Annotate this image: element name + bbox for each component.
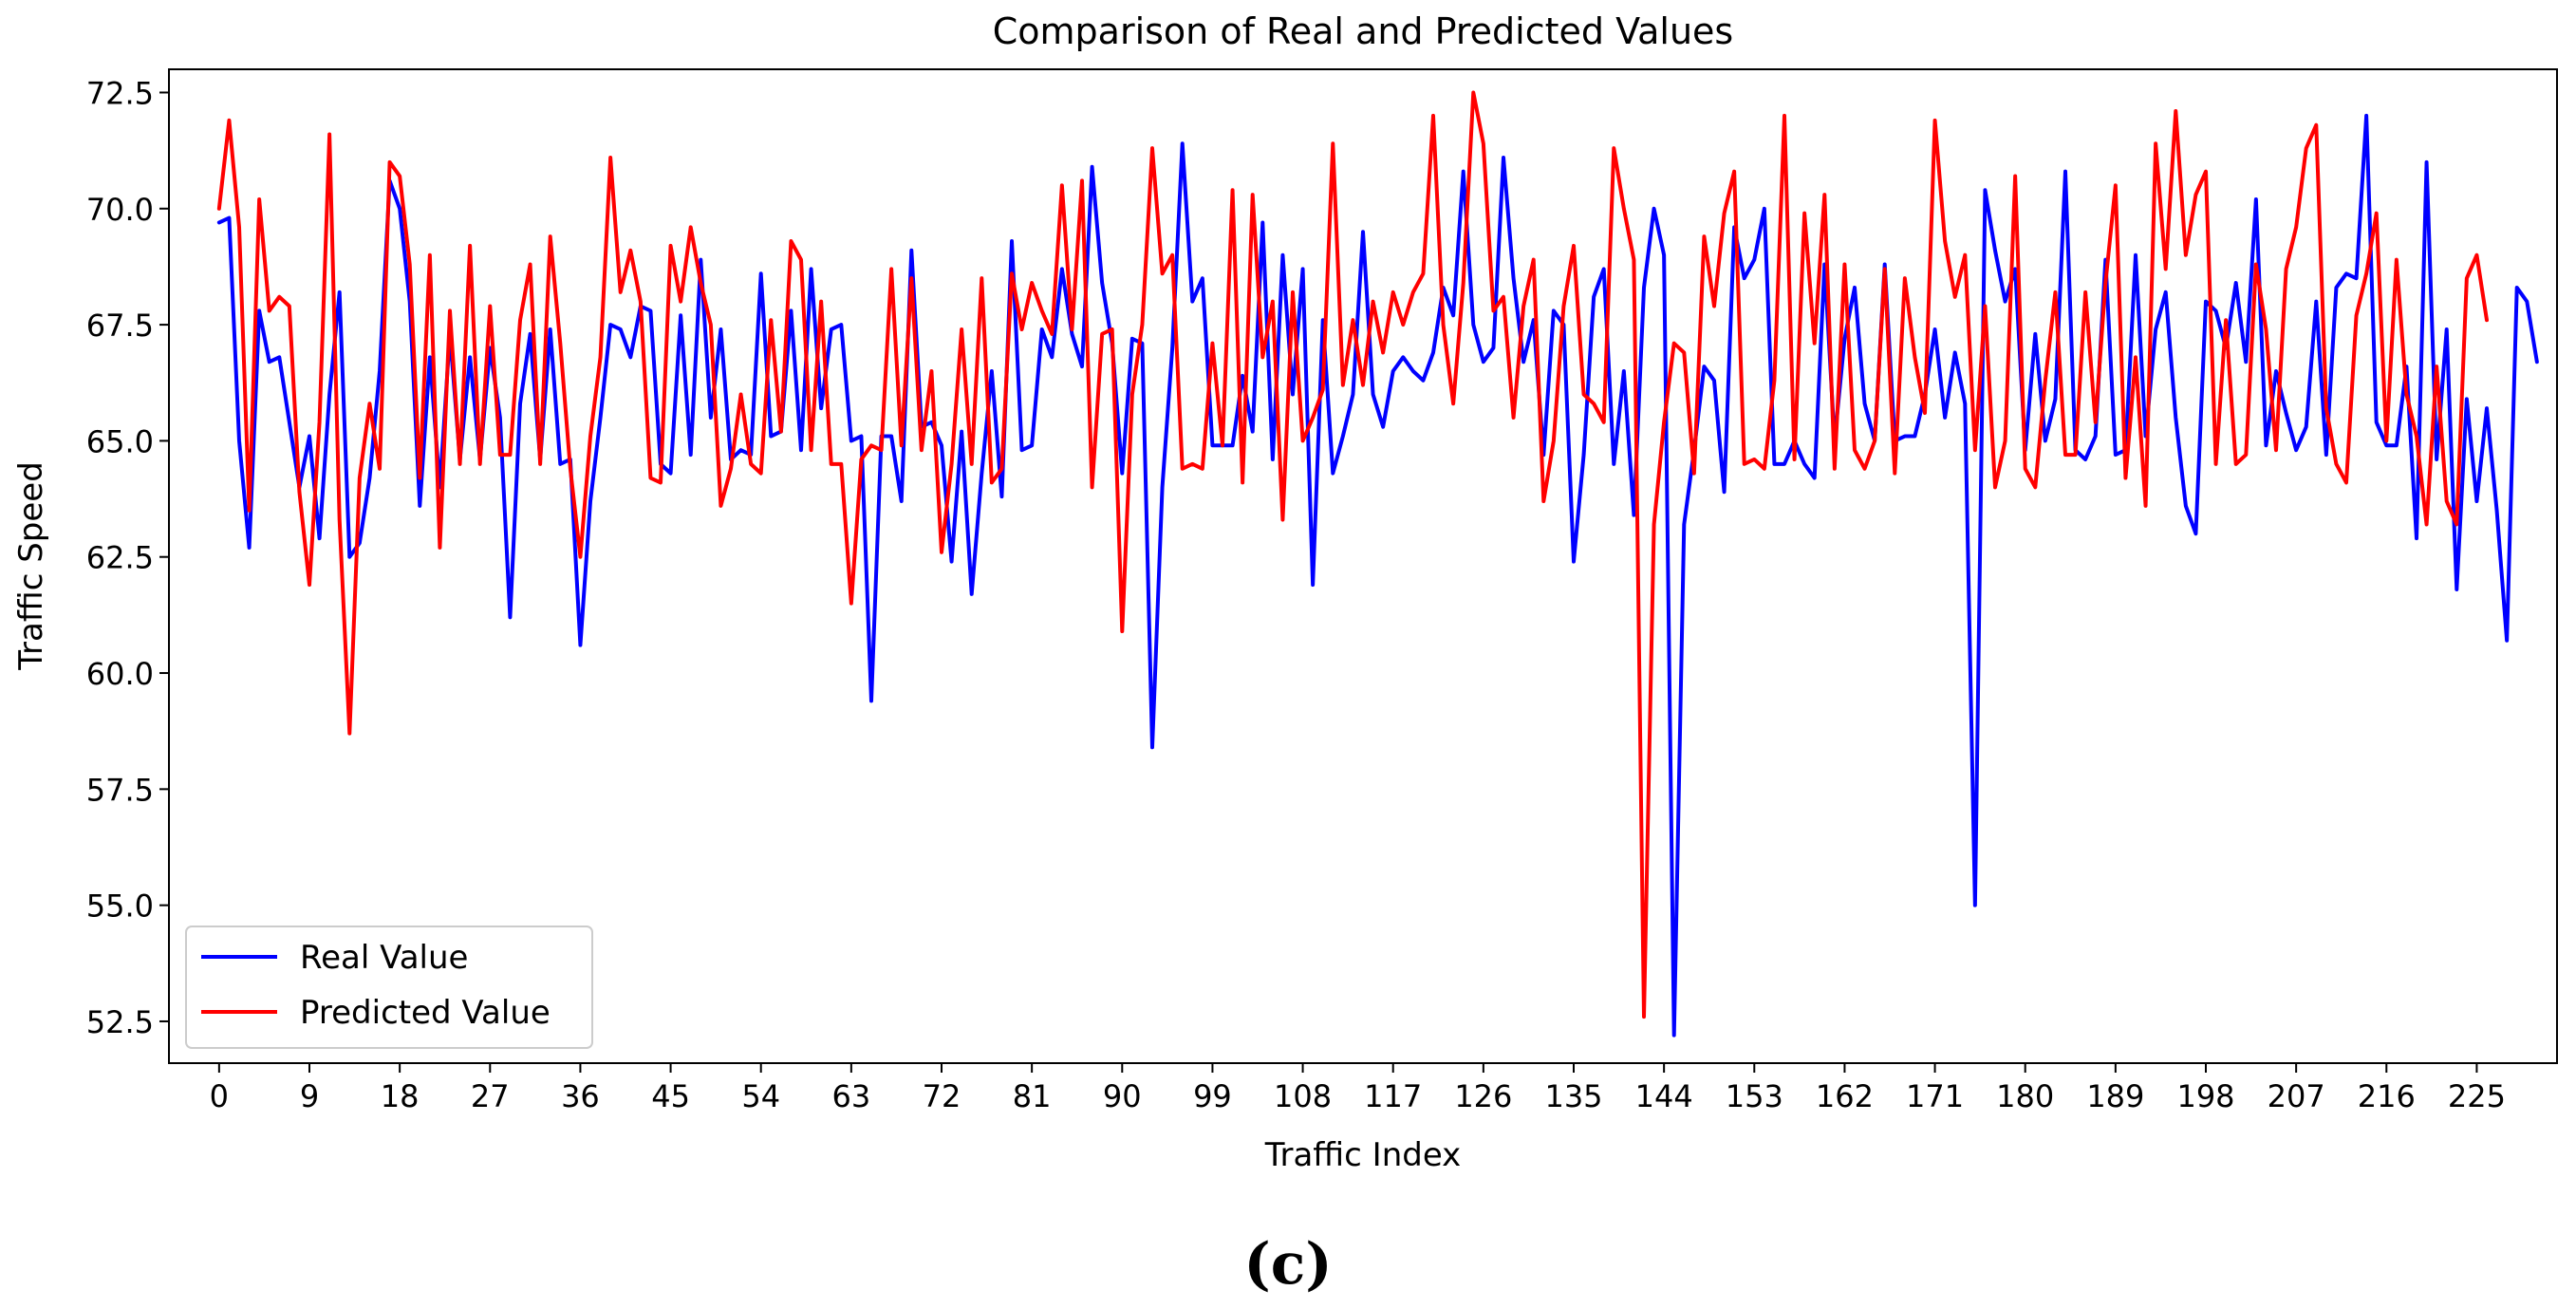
x-tick-label: 153 (1726, 1078, 1783, 1114)
y-tick-label: 70.0 (86, 192, 154, 228)
x-tick-label: 9 (300, 1078, 319, 1114)
x-tick-label: 45 (651, 1078, 690, 1114)
x-tick-label: 0 (210, 1078, 229, 1114)
x-tick-label: 225 (2448, 1078, 2506, 1114)
y-tick-label: 62.5 (86, 540, 154, 576)
x-tick-label: 63 (831, 1078, 870, 1114)
x-tick-label: 72 (923, 1078, 961, 1114)
x-tick-label: 189 (2086, 1078, 2144, 1114)
x-tick-label: 108 (1274, 1078, 1332, 1114)
legend-label-predicted: Predicted Value (300, 994, 551, 1032)
x-tick-label: 216 (2358, 1078, 2416, 1114)
y-tick-label: 57.5 (86, 772, 154, 808)
chart-title: Comparison of Real and Predicted Values (993, 10, 1733, 52)
legend: Real Value Predicted Value (185, 926, 593, 1049)
x-tick-label: 135 (1544, 1078, 1602, 1114)
x-tick-label: 99 (1193, 1078, 1232, 1114)
legend-box (185, 926, 593, 1049)
x-axis-ticks: 0 9 18 27 36 45 54 63 72 81 90 99 108 117 126 135 144 153… (210, 1063, 2506, 1114)
figure-caption: (c) (1243, 1231, 1332, 1298)
x-tick-label: 36 (561, 1078, 600, 1114)
x-tick-label: 81 (1013, 1078, 1052, 1114)
y-tick-label: 72.5 (86, 75, 154, 111)
x-tick-label: 54 (741, 1078, 780, 1114)
x-tick-label: 126 (1454, 1078, 1512, 1114)
y-tick-label: 55.0 (86, 888, 154, 925)
series-line-predicted (216, 90, 2489, 1019)
x-tick-label: 117 (1364, 1078, 1422, 1114)
y-tick-label: 67.5 (86, 308, 154, 344)
x-axis-label: Traffic Index (1264, 1136, 1462, 1174)
legend-label-real: Real Value (300, 939, 468, 977)
plot-frame (168, 68, 2558, 1064)
x-tick-label: 171 (1906, 1078, 1964, 1114)
x-tick-label: 198 (2176, 1078, 2234, 1114)
y-axis-ticks: 52.5 55.0 57.5 60.0 62.5 65.0 67.5 70.0 72.5 (86, 75, 169, 1040)
x-tick-label: 207 (2268, 1078, 2325, 1114)
y-tick-label: 52.5 (86, 1004, 154, 1040)
x-tick-label: 90 (1103, 1078, 1142, 1114)
x-tick-label: 27 (471, 1078, 510, 1114)
x-tick-label: 180 (1996, 1078, 2054, 1114)
x-tick-label: 18 (381, 1078, 420, 1114)
y-tick-label: 60.0 (86, 656, 154, 692)
series-layer (216, 90, 2539, 1038)
y-tick-label: 65.0 (86, 423, 154, 459)
x-tick-label: 162 (1816, 1078, 1874, 1114)
x-tick-label: 144 (1635, 1078, 1693, 1114)
y-axis-label: Traffic Speed (12, 461, 50, 671)
